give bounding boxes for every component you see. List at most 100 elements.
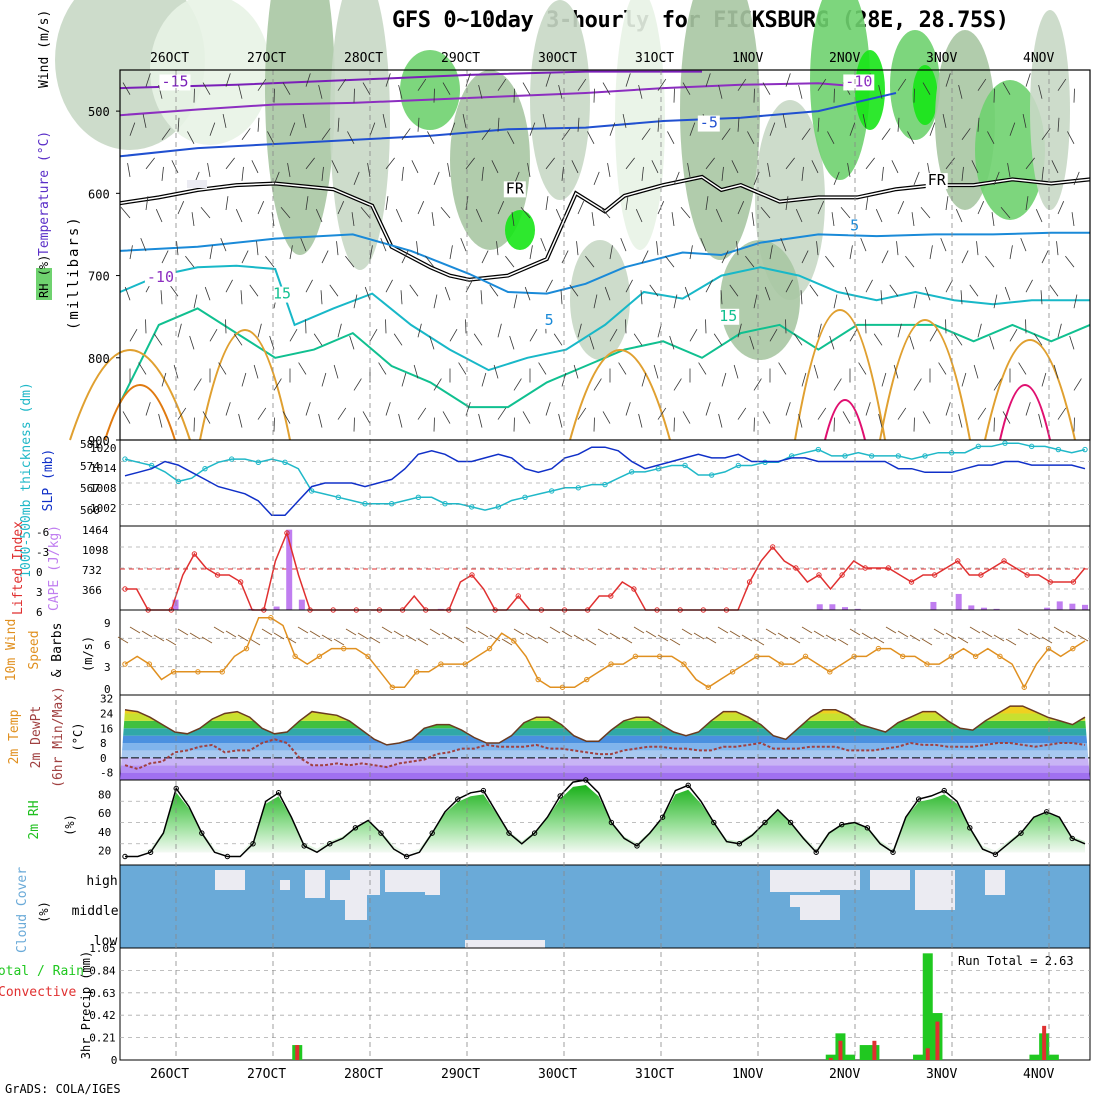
wind-barb — [524, 286, 531, 301]
rh-series-point — [583, 777, 589, 783]
wind-label-3-text: & Barbs — [50, 623, 65, 678]
thickness-series-line — [124, 442, 1086, 511]
x-top-label: 31OCT — [635, 51, 674, 66]
rh-series-point — [506, 830, 512, 836]
lifted-index-series-line — [125, 530, 1086, 611]
precip-tick: 0 — [111, 1054, 118, 1067]
rh-series-point — [890, 849, 896, 855]
wind-barb — [849, 329, 858, 342]
cloud-tick: low — [94, 934, 118, 949]
contour-label: -10 — [147, 268, 174, 286]
wind-barb — [849, 122, 856, 136]
wind-barb — [911, 212, 915, 227]
wind-barb — [665, 255, 675, 268]
wind-barb — [737, 117, 740, 132]
wind-barb — [305, 402, 311, 416]
rh-tick: 60 — [98, 807, 111, 820]
wind-barb — [1057, 323, 1062, 338]
wind-barb — [1057, 407, 1067, 420]
temp-series-line — [124, 705, 1086, 746]
wind-barb — [225, 196, 229, 211]
wind-barb — [364, 286, 371, 301]
wind-speed-series-point — [729, 669, 736, 675]
wind-barb — [465, 157, 475, 170]
wind-barb — [576, 241, 579, 256]
sfc-wind-barb — [213, 626, 225, 634]
wind-barb — [961, 372, 967, 387]
wind-tick: 3 — [104, 661, 111, 674]
wind-barb — [204, 286, 211, 301]
thickness-series-point — [202, 465, 208, 472]
wind-barb — [1041, 128, 1051, 141]
wind-barb — [333, 364, 339, 379]
cape-bar — [1069, 603, 1076, 610]
thickness-series-point — [468, 504, 475, 510]
wind-barb — [177, 407, 187, 420]
wind-barb — [289, 245, 293, 260]
wind-barb — [273, 378, 282, 391]
wind-barb — [625, 279, 633, 293]
wind-barb — [497, 323, 502, 338]
wind-barb — [953, 333, 963, 346]
wind-speed-series-point — [681, 661, 687, 667]
temp-tick: 16 — [100, 722, 113, 735]
cloud-unit: (%) — [37, 901, 51, 923]
wind-barb — [417, 78, 427, 91]
wind-barb — [298, 362, 307, 375]
x-top-label: 4NOV — [1023, 51, 1054, 66]
sfc-wind-barb — [405, 634, 417, 642]
sfc-wind-barb — [333, 638, 345, 646]
sfc-wind-barb — [729, 630, 741, 638]
wind-barb — [145, 196, 149, 211]
wind-barb — [122, 411, 131, 424]
cape-bar — [286, 529, 293, 610]
sfc-wind-barb — [873, 636, 885, 644]
wind-barb — [971, 160, 979, 174]
lifted-index-series-point — [469, 572, 475, 578]
wind-barb — [161, 166, 164, 181]
wind-barb — [1035, 209, 1043, 223]
wind-barb — [638, 413, 643, 428]
wind-speed-series-point — [268, 615, 274, 621]
wind-barb — [736, 241, 739, 256]
thickness-series-point — [1055, 446, 1062, 453]
wind-barb — [257, 407, 267, 420]
wind-barb — [161, 372, 167, 387]
wind-barb — [218, 362, 227, 375]
wind-barb — [561, 250, 569, 264]
wind-barb — [715, 209, 723, 223]
wind-barb — [1051, 160, 1059, 174]
wind-barb — [321, 250, 329, 264]
precip-legend-conv: Convective — [0, 985, 76, 1000]
rh-series-point — [224, 853, 231, 860]
thickness-label-text: 1000-500mb thickness (dm) — [19, 382, 34, 578]
wind-barb — [331, 160, 339, 174]
rh-shade-14 — [912, 65, 938, 125]
wind-barb — [849, 245, 853, 260]
wind-barb — [382, 114, 387, 128]
wind-barb — [817, 117, 820, 132]
temp-legend: Temperature (°C) — [37, 131, 52, 256]
wind-speed-series-point — [511, 638, 517, 644]
rh-series-point — [531, 830, 538, 836]
wind-barb — [442, 411, 451, 424]
rh-shade-16 — [975, 80, 1045, 220]
sfc-wind-barb — [321, 634, 333, 642]
wind-barb — [924, 286, 931, 301]
wind-barb — [120, 207, 131, 219]
wind-barb — [833, 294, 838, 309]
wind-barb — [669, 335, 675, 350]
wind-barb — [191, 212, 195, 227]
wind-barb — [785, 279, 793, 293]
wind-barb — [241, 372, 247, 387]
precip-conv-bar — [295, 1045, 300, 1060]
wind-barb — [737, 201, 745, 215]
wind-barb — [271, 212, 275, 227]
sfc-wind-barb — [237, 634, 249, 642]
wind-speed-series-point — [997, 653, 1003, 660]
contour-label-bg — [144, 270, 176, 287]
wind-barb — [1025, 279, 1033, 293]
wind-barb — [305, 157, 315, 170]
wind-barb — [1041, 372, 1047, 387]
temp-label-1-text: 2m Temp — [7, 709, 22, 764]
